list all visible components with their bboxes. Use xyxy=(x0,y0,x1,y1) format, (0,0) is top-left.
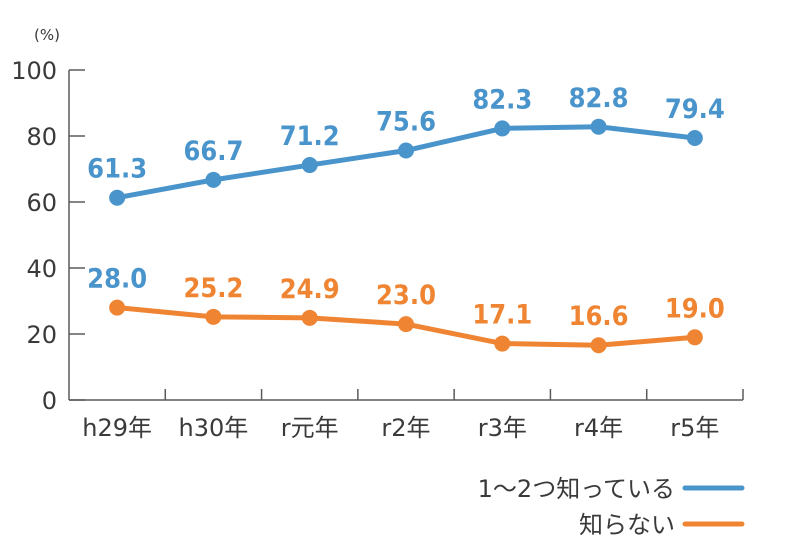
data-point xyxy=(494,335,511,352)
x-tick-label: r4年 xyxy=(574,414,623,442)
data-label: 61.3 xyxy=(87,154,147,185)
data-point xyxy=(301,157,318,174)
data-label: 25.2 xyxy=(183,273,243,304)
data-label: 82.3 xyxy=(472,84,532,115)
series-lines xyxy=(109,118,703,354)
y-tick-label: 60 xyxy=(26,189,57,217)
y-tick-labels: 0 20 40 60 80 100 xyxy=(11,57,57,415)
x-tick-label: r元年 xyxy=(281,414,339,442)
data-point xyxy=(494,120,511,137)
data-label: 82.8 xyxy=(569,83,629,114)
data-label: 24.9 xyxy=(280,274,340,305)
data-point xyxy=(109,299,126,316)
y-unit-label: (%) xyxy=(34,26,60,44)
data-point xyxy=(205,308,222,325)
data-label: 19.0 xyxy=(665,293,725,324)
data-label: 66.7 xyxy=(183,136,243,167)
x-tick-label: h30年 xyxy=(179,414,249,442)
x-tick-label: r2年 xyxy=(381,414,430,442)
data-point xyxy=(398,316,414,333)
data-label: 28.0 xyxy=(87,264,147,295)
data-labels: 61.3 66.7 71.2 75.6 82.3 82.8 79.4 28.0 25.2 24.9… xyxy=(87,83,725,332)
data-point xyxy=(686,129,703,146)
data-label: 79.4 xyxy=(665,94,725,125)
data-point xyxy=(590,337,607,354)
axes xyxy=(68,69,744,401)
legend-label: 1〜2つ知っている xyxy=(478,475,675,503)
x-tick-label: h29年 xyxy=(82,414,152,442)
x-tick-labels: h29年 h30年 r元年 r2年 r3年 r4年 r5年 xyxy=(82,414,719,442)
y-tick-label: 80 xyxy=(26,123,57,151)
x-tick-label: r5年 xyxy=(670,414,719,442)
x-tick-label: r3年 xyxy=(478,414,527,442)
data-point xyxy=(205,171,222,188)
data-label: 75.6 xyxy=(376,107,436,138)
y-tick-label: 0 xyxy=(42,387,57,415)
data-label: 23.0 xyxy=(376,280,436,311)
legend-label: 知らない xyxy=(579,511,675,539)
data-point xyxy=(686,329,703,346)
y-tick-label: 40 xyxy=(26,255,57,283)
data-point xyxy=(398,142,414,159)
y-tick-label: 20 xyxy=(26,321,57,349)
data-label: 16.6 xyxy=(569,301,629,332)
data-point xyxy=(590,118,607,135)
y-tick-label: 100 xyxy=(11,57,57,85)
data-point xyxy=(301,309,318,326)
data-point xyxy=(109,189,126,206)
data-label: 17.1 xyxy=(472,300,532,331)
data-label: 71.2 xyxy=(280,121,340,152)
